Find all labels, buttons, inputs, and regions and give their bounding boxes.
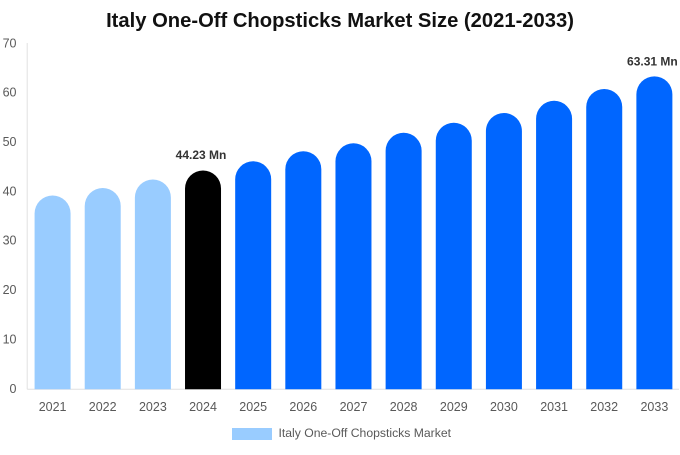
svg-text:2023: 2023 — [139, 400, 167, 414]
svg-text:2028: 2028 — [390, 400, 418, 414]
svg-text:0: 0 — [10, 382, 17, 396]
svg-text:70: 70 — [3, 36, 17, 50]
svg-text:2029: 2029 — [440, 400, 468, 414]
svg-text:10: 10 — [3, 332, 17, 346]
svg-text:2021: 2021 — [39, 400, 67, 414]
svg-text:44.23 Mn: 44.23 Mn — [176, 148, 227, 162]
svg-text:60: 60 — [3, 86, 17, 100]
svg-text:Italy One-Off Chopsticks Marke: Italy One-Off Chopsticks Market — [279, 426, 452, 440]
svg-text:2022: 2022 — [89, 400, 117, 414]
svg-text:50: 50 — [3, 135, 17, 149]
svg-text:2026: 2026 — [289, 400, 317, 414]
svg-text:2027: 2027 — [340, 400, 368, 414]
svg-text:2030: 2030 — [490, 400, 518, 414]
svg-text:2025: 2025 — [239, 400, 267, 414]
svg-text:Italy One-Off Chopsticks Marke: Italy One-Off Chopsticks Market Size (20… — [106, 10, 574, 32]
svg-text:2024: 2024 — [189, 400, 217, 414]
svg-text:2031: 2031 — [540, 400, 568, 414]
svg-text:40: 40 — [3, 184, 17, 198]
svg-text:63.31 Mn: 63.31 Mn — [627, 55, 678, 69]
svg-text:30: 30 — [3, 234, 17, 248]
svg-text:20: 20 — [3, 283, 17, 297]
svg-text:2033: 2033 — [640, 400, 668, 414]
svg-text:2032: 2032 — [590, 400, 618, 414]
